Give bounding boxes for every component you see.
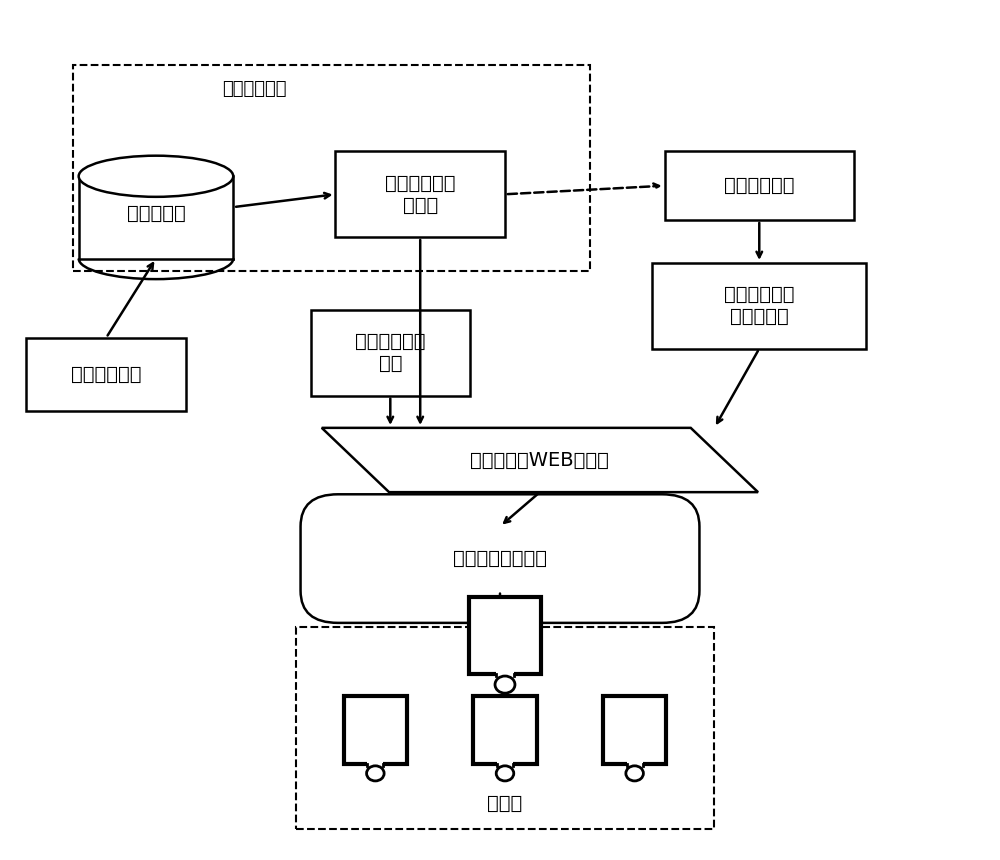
Ellipse shape [79, 156, 233, 197]
Bar [496, 667, 514, 678]
Text: 实时调用模块: 实时调用模块 [222, 80, 286, 98]
Bar [497, 759, 513, 767]
Bar [603, 697, 666, 765]
Bar [473, 697, 537, 765]
Text: 在线数据库: 在线数据库 [127, 204, 185, 223]
FancyBboxPatch shape [311, 310, 470, 396]
FancyBboxPatch shape [665, 151, 854, 220]
Bar [469, 597, 541, 674]
FancyBboxPatch shape [301, 494, 699, 623]
Text: 河网水动力水
质模型: 河网水动力水 质模型 [385, 174, 455, 215]
Bar [616, 708, 653, 753]
Bar [487, 708, 523, 753]
Bar [79, 176, 233, 259]
Text: 智能决策系统平台: 智能决策系统平台 [453, 549, 547, 568]
Text: 数据接口及WEB服务器: 数据接口及WEB服务器 [470, 451, 609, 470]
Bar [357, 708, 394, 753]
Text: 用户端: 用户端 [487, 794, 523, 814]
FancyBboxPatch shape [26, 338, 186, 411]
Circle shape [626, 765, 643, 781]
Text: 水资源调度智
能决策模块: 水资源调度智 能决策模块 [724, 286, 795, 326]
Circle shape [495, 676, 515, 693]
Polygon shape [322, 428, 758, 492]
Bar [484, 610, 526, 661]
Text: 水文遥测系统: 水文遥测系统 [71, 365, 141, 384]
Bar [627, 759, 643, 767]
FancyBboxPatch shape [335, 151, 505, 237]
Bar [344, 697, 407, 765]
Text: 决策站点配置
模块: 决策站点配置 模块 [355, 332, 426, 373]
Bar [367, 759, 383, 767]
FancyBboxPatch shape [652, 263, 866, 348]
Text: 情景识别模块: 情景识别模块 [724, 176, 795, 195]
Circle shape [496, 765, 514, 781]
Circle shape [367, 765, 384, 781]
